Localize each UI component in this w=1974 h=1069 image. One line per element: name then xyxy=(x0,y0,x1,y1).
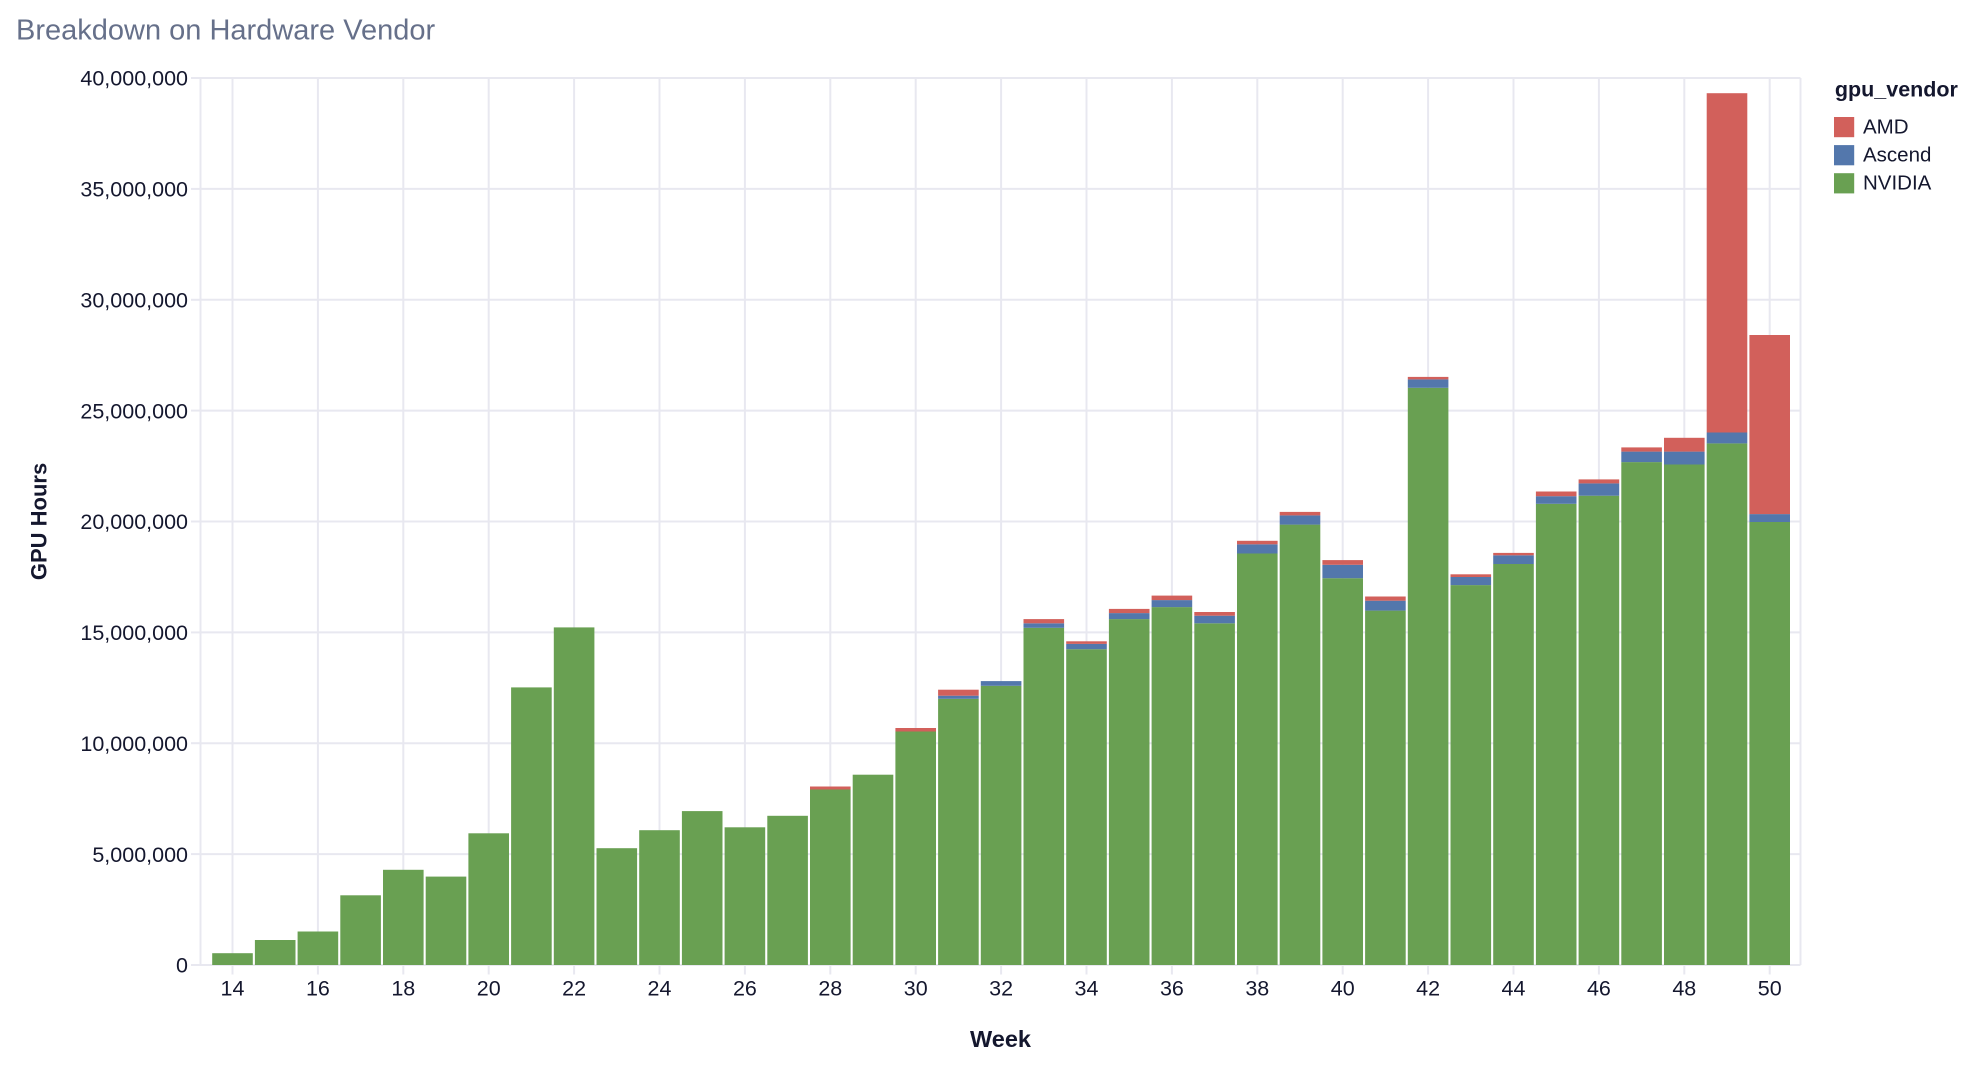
svg-text:20: 20 xyxy=(477,976,501,1000)
svg-text:35,000,000: 35,000,000 xyxy=(80,178,188,202)
svg-text:32: 32 xyxy=(989,976,1013,1000)
svg-text:34: 34 xyxy=(1075,976,1099,1000)
svg-text:Ascend: Ascend xyxy=(1863,144,1931,167)
svg-text:40,000,000: 40,000,000 xyxy=(80,67,188,91)
svg-text:26: 26 xyxy=(733,976,757,1000)
svg-text:30,000,000: 30,000,000 xyxy=(80,288,188,312)
svg-text:24: 24 xyxy=(648,976,672,1000)
svg-text:10,000,000: 10,000,000 xyxy=(80,732,188,756)
svg-text:15,000,000: 15,000,000 xyxy=(80,621,188,645)
svg-text:25,000,000: 25,000,000 xyxy=(80,399,188,423)
svg-text:Breakdown on Hardware Vendor: Breakdown on Hardware Vendor xyxy=(16,15,435,47)
svg-text:22: 22 xyxy=(562,976,586,1000)
svg-text:AMD: AMD xyxy=(1863,115,1909,138)
svg-text:NVIDIA: NVIDIA xyxy=(1863,172,1932,195)
svg-text:16: 16 xyxy=(306,976,330,1000)
svg-text:28: 28 xyxy=(818,976,842,1000)
svg-text:40: 40 xyxy=(1331,976,1355,1000)
svg-text:44: 44 xyxy=(1502,976,1526,1000)
svg-text:18: 18 xyxy=(391,976,415,1000)
svg-text:gpu_vendor: gpu_vendor xyxy=(1835,77,1959,101)
svg-text:36: 36 xyxy=(1160,976,1184,1000)
svg-text:30: 30 xyxy=(904,976,928,1000)
svg-text:48: 48 xyxy=(1672,976,1696,1000)
svg-text:38: 38 xyxy=(1245,976,1269,1000)
svg-text:42: 42 xyxy=(1416,976,1440,1000)
svg-text:Week: Week xyxy=(970,1026,1032,1052)
svg-text:5,000,000: 5,000,000 xyxy=(92,843,188,867)
svg-text:46: 46 xyxy=(1587,976,1611,1000)
svg-text:GPU Hours: GPU Hours xyxy=(27,463,52,580)
svg-text:20,000,000: 20,000,000 xyxy=(80,510,188,534)
svg-text:14: 14 xyxy=(221,976,245,1000)
svg-text:50: 50 xyxy=(1758,976,1782,1000)
svg-text:0: 0 xyxy=(176,954,188,978)
